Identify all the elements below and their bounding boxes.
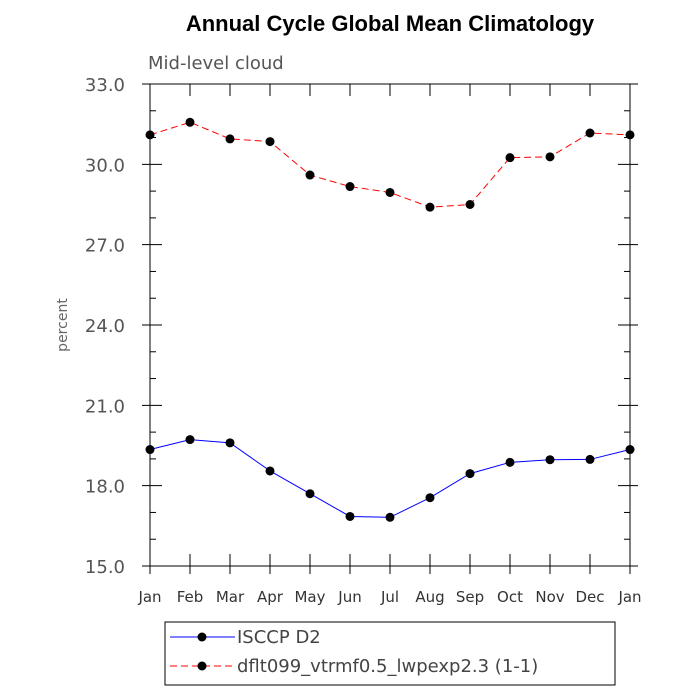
x-tick-label: Mar — [216, 588, 245, 606]
data-point-s0-10 — [545, 455, 555, 465]
data-point-s0-2 — [225, 438, 235, 448]
legend-marker-isccp — [197, 632, 207, 642]
data-point-s1-8 — [465, 200, 475, 209]
series-line-0 — [149, 439, 631, 518]
x-tick-label: Sep — [456, 588, 484, 606]
series-layer — [145, 117, 635, 522]
tick-marks — [142, 83, 638, 574]
data-point-s1-6 — [385, 187, 395, 197]
data-point-s0-4 — [305, 489, 315, 499]
x-tick-label: Oct — [497, 588, 523, 606]
x-tick-label: Jun — [337, 588, 361, 606]
x-tick-label: Jul — [380, 588, 399, 606]
data-point-s1-7 — [425, 202, 435, 212]
x-tick-label: Apr — [257, 588, 284, 606]
y-tick-label: 27.0 — [85, 236, 125, 257]
chart-title: Annual Cycle Global Mean Climatology — [186, 11, 595, 36]
y-tick-label: 24.0 — [85, 316, 125, 337]
data-point-s1-2 — [225, 134, 235, 144]
data-point-s1-1 — [185, 117, 195, 127]
data-point-s0-9 — [505, 457, 515, 467]
data-point-s1-3 — [265, 137, 275, 147]
x-tick-label: Aug — [415, 588, 444, 606]
x-tick-label: May — [294, 588, 325, 606]
data-point-s1-0 — [145, 130, 155, 140]
chart-subtitle: Mid-level cloud — [148, 53, 284, 74]
x-tick-label: Feb — [177, 588, 204, 606]
data-point-s1-9 — [505, 153, 515, 163]
legend-label-isccp: ISCCP D2 — [237, 627, 321, 648]
data-point-s0-6 — [385, 512, 395, 522]
data-point-s0-1 — [185, 435, 195, 445]
x-tick-label: Dec — [575, 588, 604, 606]
data-point-s0-8 — [465, 469, 475, 479]
data-point-s0-11 — [585, 454, 595, 464]
x-tick-label: Jan — [137, 588, 161, 606]
data-point-s0-3 — [265, 466, 275, 476]
data-point-s1-5 — [345, 182, 355, 192]
y-tick-label: 33.0 — [85, 75, 125, 96]
plot-frame — [149, 83, 631, 567]
y-tick-label: 18.0 — [85, 477, 125, 498]
legend-box — [164, 621, 616, 686]
data-point-s1-4 — [305, 170, 315, 180]
data-point-s0-12 — [625, 445, 635, 455]
legend-marker-dflt — [197, 661, 207, 671]
data-point-s1-10 — [545, 152, 555, 162]
data-point-s0-5 — [345, 511, 355, 521]
y-tick-label: 21.0 — [85, 396, 125, 417]
y-tick-labels: 15.0 18.0 21.0 24.0 27.0 30.0 33.0 — [85, 75, 125, 578]
data-point-s0-7 — [425, 493, 435, 503]
data-point-s0-0 — [145, 445, 155, 455]
data-point-s1-12 — [625, 130, 635, 140]
y-tick-label: 15.0 — [85, 557, 125, 578]
x-tick-label: Jan — [617, 588, 641, 606]
x-tick-labels: Jan Feb Mar Apr May Jun Jul Aug Sep Oct Nov Dec Jan — [137, 588, 641, 606]
legend-label-dflt: dflt099_vtrmf0.5_lwpexp2.3 (1-1) — [237, 656, 538, 677]
legend: ISCCP D2 dflt099_vtrmf0.5_lwpexp2.3 (1-1… — [164, 621, 616, 686]
x-tick-label: Nov — [535, 588, 564, 606]
y-axis-label: percent — [55, 298, 71, 352]
y-tick-label: 30.0 — [85, 155, 125, 176]
data-point-s1-11 — [585, 128, 595, 138]
